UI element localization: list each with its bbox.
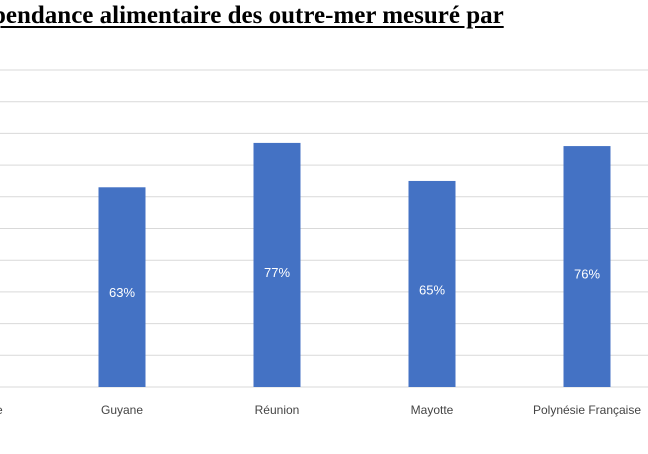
gridlines [0, 69, 648, 388]
category-label: Mayotte [411, 403, 454, 417]
bars [98, 142, 611, 387]
category-label: Réunion [255, 403, 300, 417]
category-label: Polynésie Française [533, 403, 641, 417]
data-label: 76% [574, 267, 600, 282]
data-label: 63% [109, 285, 135, 300]
data-label: 77% [264, 265, 290, 280]
category-labels: e Guyane Réunion Mayotte Polynésie Française [0, 403, 641, 417]
title-bar: pendance alimentaire des outre-mer mesur… [0, 0, 648, 42]
bar [98, 187, 146, 387]
bar [408, 180, 456, 387]
bar [563, 146, 611, 387]
bar [253, 142, 301, 387]
chart-area: 63% 77% 65% 76% e Guyane Réunion Mayotte Polyné… [0, 42, 648, 454]
bar-chart: 63% 77% 65% 76% e Guyane Réunion Mayotte Polyné… [0, 69, 648, 417]
data-label: 65% [419, 282, 445, 297]
page-title: pendance alimentaire des outre-mer mesur… [0, 2, 504, 29]
data-labels: 63% 77% 65% 76% [109, 265, 600, 300]
category-label: e [0, 403, 3, 417]
category-label: Guyane [101, 403, 143, 417]
